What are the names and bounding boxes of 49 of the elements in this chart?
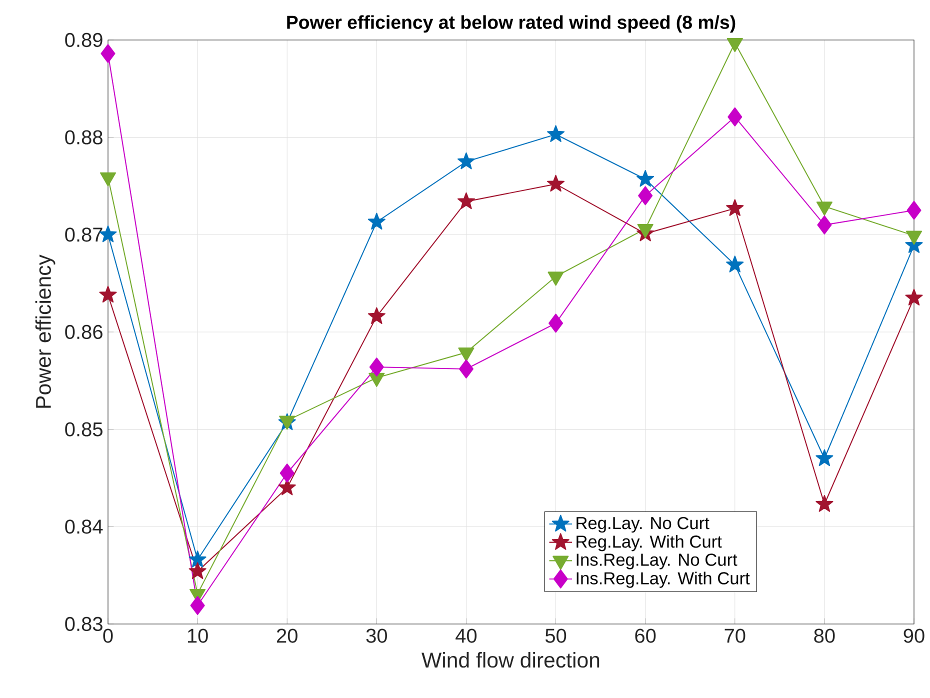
point <box>188 550 206 568</box>
point <box>100 44 116 64</box>
y-tick-label: 0.84 <box>65 520 103 534</box>
point <box>816 495 834 512</box>
point <box>368 307 386 324</box>
point <box>188 562 206 579</box>
point <box>728 107 742 126</box>
y-tick-label: 0.89 <box>65 32 102 48</box>
legend-label: Ins.Reg.Lay. No Curt <box>576 554 738 570</box>
point <box>99 286 117 303</box>
point <box>636 170 654 187</box>
point <box>369 357 384 377</box>
x-tick-label: 60 <box>635 628 656 643</box>
point <box>368 212 386 230</box>
point <box>280 464 294 483</box>
x-tick-label: 50 <box>545 628 566 643</box>
y-axis-title: Power efficiency <box>35 254 56 408</box>
point <box>905 288 923 306</box>
x-tick-label: 90 <box>904 628 924 643</box>
point <box>816 449 834 466</box>
point <box>638 186 653 206</box>
point <box>458 359 474 379</box>
y-tick-label: 0.83 <box>65 616 102 632</box>
point <box>190 596 205 616</box>
point <box>817 215 832 234</box>
x-tick-label: 80 <box>814 628 835 643</box>
point <box>906 200 922 220</box>
point <box>548 314 564 333</box>
y-tick-label: 0.86 <box>65 324 102 340</box>
x-tick-label: 10 <box>188 628 208 643</box>
x-tick-label: 40 <box>456 628 477 643</box>
y-tick-label: 0.85 <box>65 422 102 436</box>
y-tick-label: 0.88 <box>65 130 102 144</box>
point <box>726 256 744 272</box>
point <box>547 174 565 192</box>
x-tick-label: 20 <box>277 628 298 643</box>
legend-label: Reg.Lay. With Curt <box>576 535 722 552</box>
chart-title: Power efficiency at below rated wind speed (8 m/s) <box>287 15 736 33</box>
y-tick-label: 0.87 <box>65 228 102 242</box>
point <box>726 199 744 216</box>
x-tick-label: 70 <box>724 628 746 643</box>
x-axis-title: Wind flow direction <box>422 652 600 668</box>
point <box>457 152 476 170</box>
point <box>457 192 476 210</box>
x-tick-label: 0 <box>103 628 113 643</box>
legend-label: Reg.Lay. No Curt <box>576 516 710 533</box>
x-tick-label: 30 <box>366 628 387 643</box>
point <box>547 125 565 142</box>
legend-label: Ins.Reg.Lay. With Curt <box>576 572 750 588</box>
